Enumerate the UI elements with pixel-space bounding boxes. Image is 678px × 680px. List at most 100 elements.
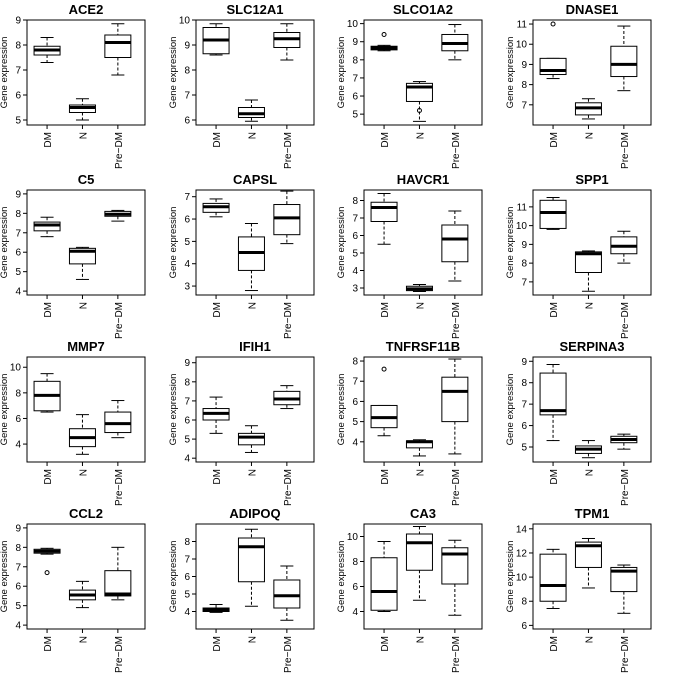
y-tick-label: 8 [521,378,527,389]
outlier-point [416,108,422,114]
category-label: DM [549,469,560,485]
y-tick-label: 11 [517,202,528,213]
y-tick-label: 9 [521,357,527,368]
category-label: Pre−DM [114,132,125,169]
y-tick-label: 7 [521,100,527,111]
plot-frame [532,19,652,126]
panel-title: CA3 [410,506,436,521]
panel-title: SLC12A1 [226,2,283,17]
y-tick-label: 6 [184,215,190,226]
panel-title: IFIH1 [239,339,271,354]
y-axis-label: Gene expression [336,541,347,613]
y-tick-label: 7 [184,396,190,407]
y-tick-label: 6 [352,397,358,408]
plot-frame [532,189,652,296]
box-iqr [370,557,398,611]
y-tick-label: 7 [521,400,527,411]
y-tick-label: 3 [352,284,358,295]
panel-title: SLCO1A2 [393,2,453,17]
y-axis-label: Gene expression [505,37,516,109]
category-label: Pre−DM [620,302,631,339]
y-tick-label: 6 [352,582,358,593]
y-tick-label: 5 [15,601,21,612]
panel-title: ADIPOQ [229,506,280,521]
y-tick-label: 9 [184,41,190,52]
y-tick-label: 3 [184,282,190,293]
box-iqr [273,579,301,609]
y-tick-label: 6 [352,231,358,242]
category-label: DM [43,302,54,318]
boxplot-panel: ACE2 5 6 7 8 9 Gene expression DM N Pre−DM [0,2,146,169]
plot-frame [26,356,146,463]
y-tick-label: 8 [15,388,21,399]
y-tick-label: 8 [15,543,21,554]
y-tick-label: 7 [15,66,21,77]
y-tick-label: 6 [352,92,358,103]
category-label: Pre−DM [451,469,462,506]
y-tick-label: 6 [15,248,21,259]
box-iqr [539,199,567,229]
plot-frame [26,189,146,296]
y-tick-label: 4 [352,607,358,618]
category-label: N [78,302,89,309]
y-tick-label: 10 [10,363,22,374]
category-label: Pre−DM [283,132,294,169]
panel-title: DNASE1 [566,2,619,17]
y-tick-label: 8 [352,55,358,66]
y-tick-label: 9 [15,189,21,200]
y-tick-label: 5 [352,417,358,428]
plot-frame [363,356,483,463]
y-tick-label: 5 [352,249,358,260]
y-tick-label: 10 [179,16,191,27]
boxplot-panel: HAVCR1 3 4 5 6 7 8 Gene expression DM N Pre−DM [336,172,483,339]
plot-frame [195,356,315,463]
y-tick-label: 4 [15,287,21,298]
category-label: N [78,132,89,139]
box-iqr [405,533,433,571]
box-iqr [539,57,567,76]
y-tick-label: 9 [15,16,21,27]
category-label: N [247,302,258,309]
panel-title: TNFRSF11B [386,339,460,354]
category-label: DM [380,132,391,148]
y-axis-label: Gene expression [0,541,10,613]
y-tick-label: 9 [521,60,527,71]
boxplot-panel: C5 4 5 6 7 8 9 Gene expression DM N Pre−DM [0,172,146,339]
box-iqr [370,201,398,222]
y-tick-label: 4 [352,266,358,277]
y-tick-label: 5 [521,443,527,454]
y-axis-label: Gene expression [168,207,179,279]
y-tick-label: 11 [517,20,528,31]
category-label: Pre−DM [114,469,125,506]
y-axis-label: Gene expression [336,207,347,279]
box-iqr [610,45,638,78]
box-iqr [237,537,265,583]
y-tick-label: 6 [521,421,527,432]
category-label: Pre−DM [114,302,125,339]
y-tick-label: 5 [184,435,190,446]
plot-frame [363,189,483,296]
category-label: N [415,302,426,309]
category-label: N [415,469,426,476]
y-tick-label: 4 [352,437,358,448]
y-tick-label: 6 [184,116,190,127]
category-label: N [247,636,258,643]
y-axis-label: Gene expression [0,374,10,446]
plot-frame [532,356,652,463]
category-label: DM [380,302,391,318]
y-tick-label: 7 [521,277,527,288]
y-tick-label: 4 [15,440,21,451]
category-label: Pre−DM [451,302,462,339]
outlier-point [550,21,556,27]
box-iqr [539,372,567,416]
panel-title: C5 [78,172,95,187]
boxplot-panel: ADIPOQ 4 5 6 7 8 Gene expression DM N Pre−DM [168,506,315,673]
y-tick-label: 10 [516,221,528,232]
y-axis-label: Gene expression [0,37,10,109]
y-tick-label: 5 [184,237,190,248]
category-label: DM [549,636,560,652]
y-tick-label: 6 [15,582,21,593]
